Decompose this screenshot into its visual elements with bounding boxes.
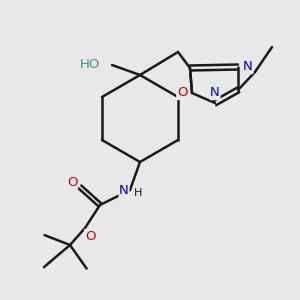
Text: N: N bbox=[210, 86, 220, 100]
Text: N: N bbox=[119, 184, 129, 196]
Text: O: O bbox=[177, 86, 187, 100]
Text: N: N bbox=[243, 61, 253, 74]
Text: HO: HO bbox=[80, 58, 100, 71]
Text: O: O bbox=[67, 176, 77, 190]
Text: H: H bbox=[134, 188, 142, 198]
Text: O: O bbox=[85, 230, 95, 242]
